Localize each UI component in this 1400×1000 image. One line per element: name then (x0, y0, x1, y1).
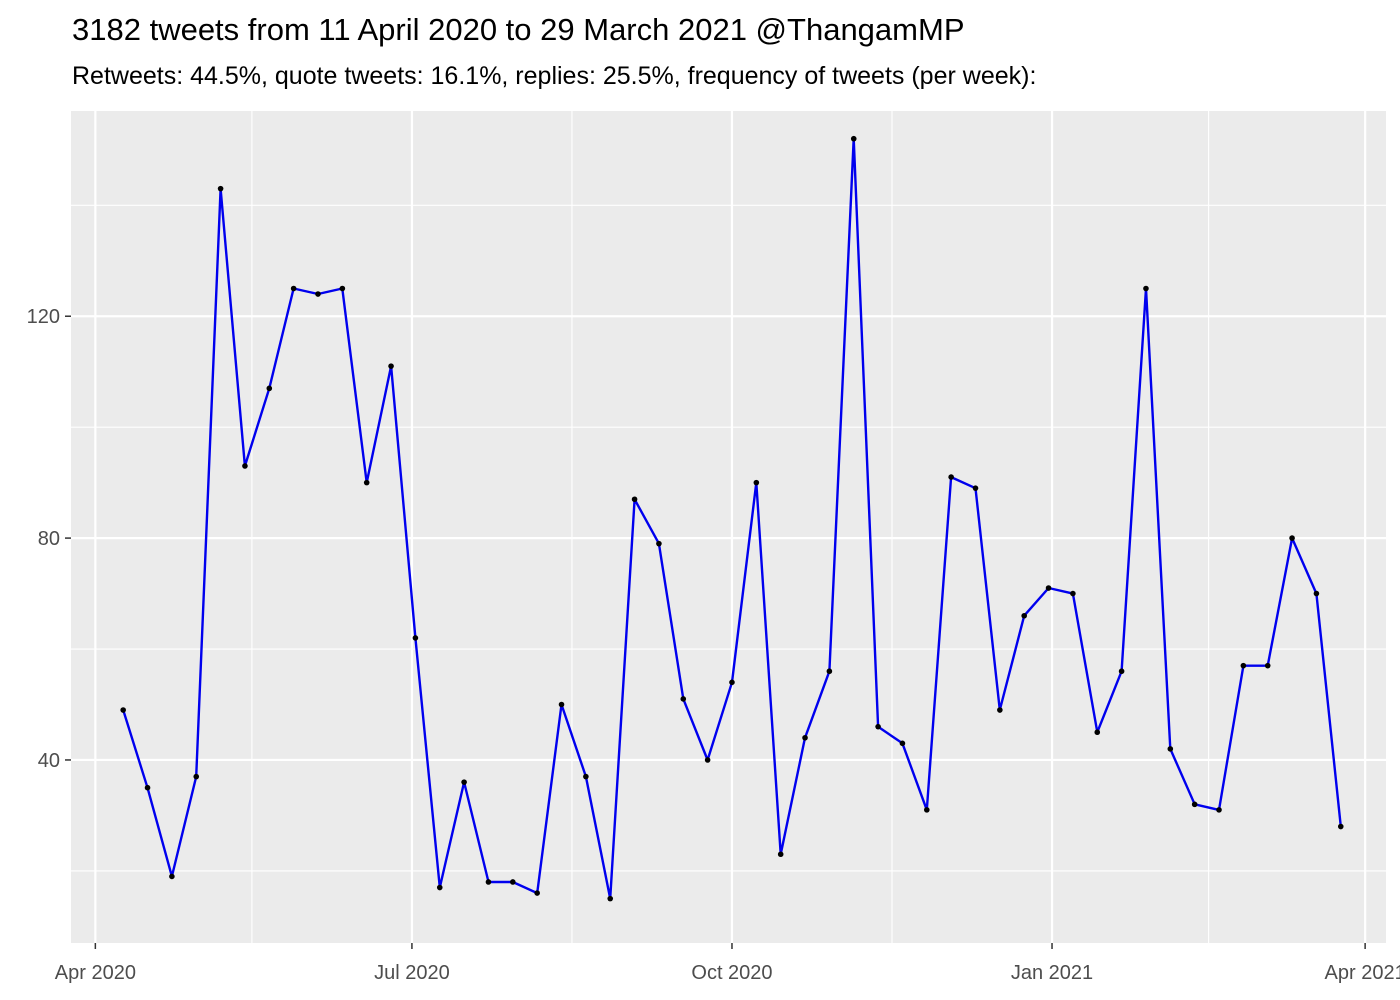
data-points (120, 135, 1344, 902)
minor-gridlines (71, 111, 1386, 943)
data-point (217, 185, 224, 192)
x-tick-label: Apr 2020 (55, 962, 136, 984)
data-point (1240, 662, 1247, 669)
data-point (704, 757, 711, 763)
data-point (631, 496, 638, 503)
y-axis: 40 80 120 (27, 306, 71, 772)
data-point (850, 135, 857, 142)
data-point (412, 635, 419, 641)
data-point (1070, 590, 1076, 597)
data-point (607, 895, 614, 902)
y-tick-label: 80 (38, 528, 60, 550)
data-point (363, 479, 370, 486)
x-axis: Apr 2020 Jul 2020 Oct 2020 Jan 2021 Apr 2021 (55, 943, 1400, 984)
data-point (729, 679, 735, 686)
data-point (315, 291, 321, 297)
data-point (948, 474, 954, 480)
data-point (1167, 746, 1174, 752)
data-point (1313, 590, 1320, 597)
data-point (242, 463, 248, 469)
y-tick-label: 120 (27, 306, 60, 328)
data-point (826, 668, 833, 675)
data-point (169, 873, 175, 880)
data-point (802, 734, 808, 741)
data-point (972, 485, 979, 491)
data-point (997, 707, 1003, 713)
data-point (1045, 585, 1052, 591)
data-point (510, 879, 516, 885)
data-point (1264, 662, 1271, 669)
data-point (1021, 612, 1028, 619)
data-point (875, 723, 881, 730)
data-point (144, 784, 151, 791)
x-tick-label: Oct 2020 (691, 962, 772, 984)
plot-panel (71, 111, 1386, 943)
major-gridlines (71, 111, 1386, 943)
x-tick-label: Jan 2021 (1011, 962, 1093, 984)
chart-subtitle: Retweets: 44.5%, quote tweets: 16.1%, re… (72, 62, 1037, 90)
data-point (1143, 285, 1149, 292)
data-point (583, 773, 589, 780)
data-point (1191, 801, 1198, 808)
data-point (777, 851, 784, 858)
data-point (656, 540, 662, 547)
data-point (1216, 807, 1222, 813)
data-point (680, 696, 687, 702)
data-point (436, 884, 443, 891)
data-point (558, 701, 565, 708)
data-point (1118, 668, 1125, 675)
chart-title: 3182 tweets from 11 April 2020 to 29 Mar… (72, 12, 965, 47)
data-point (923, 807, 930, 813)
x-tick-label: Apr 2021 (1325, 962, 1400, 984)
data-point (1337, 823, 1344, 830)
x-tick-label: Jul 2020 (374, 962, 450, 984)
data-point (388, 363, 394, 369)
data-point (485, 879, 492, 885)
data-point (339, 285, 346, 292)
data-point (266, 385, 273, 392)
data-point (120, 707, 126, 713)
data-point (193, 773, 200, 780)
data-point (534, 890, 540, 896)
data-point (461, 779, 467, 785)
data-point (1094, 729, 1101, 736)
data-point (899, 740, 906, 747)
data-point (290, 285, 297, 292)
data-point (753, 479, 760, 486)
data-point (1289, 535, 1295, 541)
y-tick-label: 40 (38, 750, 60, 772)
